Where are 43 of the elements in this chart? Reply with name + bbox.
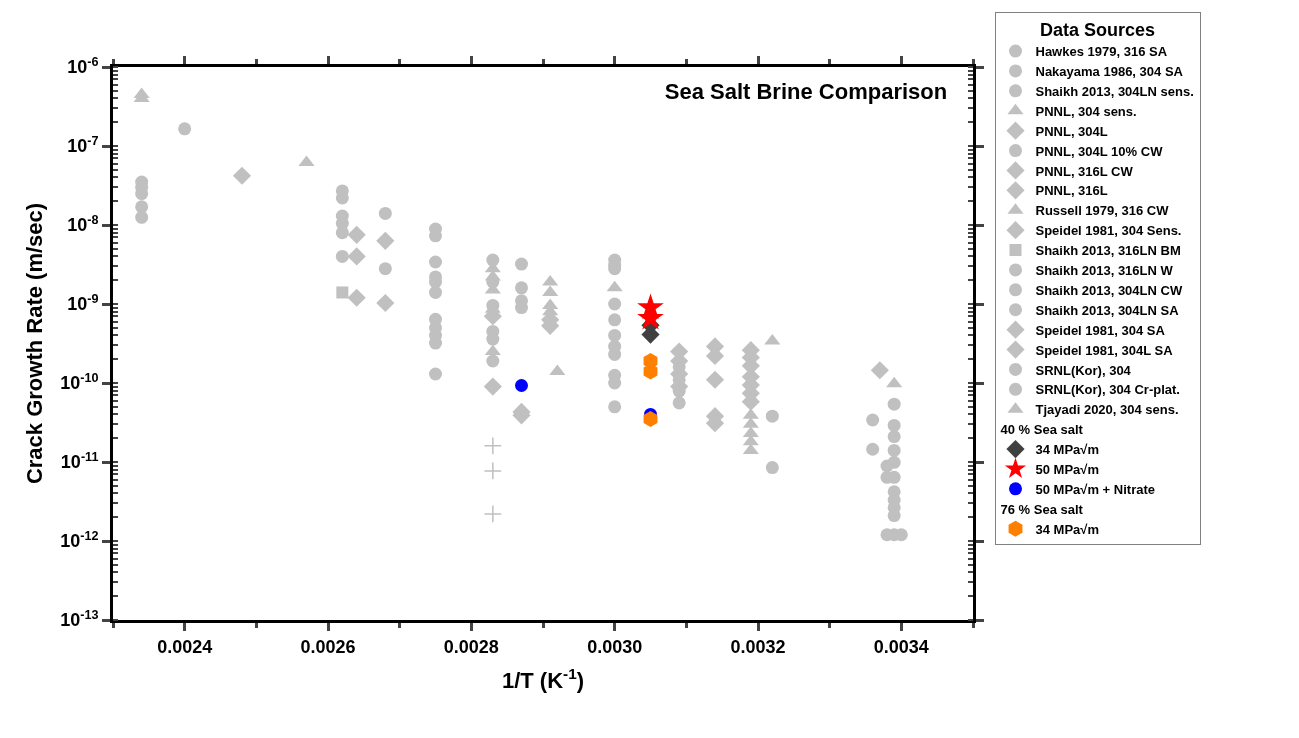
legend-label: SRNL(Kor), 304 Cr-plat. — [1035, 382, 1180, 398]
legend-label: Hawkes 1979, 316 SA — [1035, 44, 1168, 60]
legend-label: Speidel 1981, 304 Sens. — [1035, 223, 1182, 239]
legend-label: SRNL(Kor), 304 — [1035, 362, 1132, 378]
y-tick-label: 10$^{-9}$ — [67, 291, 99, 315]
x-tick-label: 0.0028 — [443, 636, 499, 657]
legend-label: Shaikh 2013, 304LN CW — [1035, 282, 1183, 298]
legend-title: Data Sources — [1039, 20, 1156, 41]
legend-label: Shaikh 2013, 316LN W — [1035, 263, 1174, 279]
legend-label: Tjayadi 2020, 304 sens. — [1035, 402, 1179, 418]
x-tick-label: 0.0034 — [873, 636, 929, 657]
text: Sea Salt Brine Comparison — [664, 78, 948, 104]
y-tick-label: 10$^{-11}$ — [60, 449, 99, 473]
y-tick-label: 10$^{-7}$ — [67, 133, 99, 157]
legend-label: Shaikh 2013, 304LN SA — [1035, 302, 1180, 318]
x-tick-label: 0.0032 — [730, 636, 786, 657]
x-tick-label: 0.0024 — [157, 636, 213, 657]
y-tick-label: 10$^{-12}$ — [60, 528, 99, 552]
legend-label: Nakayama 1986, 304 SA — [1035, 64, 1184, 80]
legend-label: 50 MPa√m + Nitrate — [1035, 481, 1155, 497]
legend-label: Speidel 1981, 304L SA — [1035, 342, 1174, 358]
legend-label: PNNL, 316L — [1035, 183, 1108, 199]
legend-label: Speidel 1981, 304 SA — [1035, 322, 1166, 338]
x-tick-label: 0.0026 — [300, 636, 356, 657]
legend-label: 34 MPa√m — [1035, 521, 1099, 537]
legend-label: 50 MPa√m — [1035, 462, 1099, 478]
text: 76 % Sea salt — [1000, 501, 1084, 517]
legend-label: Russell 1979, 316 CW — [1035, 203, 1170, 219]
x-axis-title: 1/T (K$^{-1}$) — [501, 665, 585, 694]
legend-label: Shaikh 2013, 304LN sens. — [1035, 83, 1194, 99]
legend-label: Shaikh 2013, 316LN BM — [1035, 243, 1181, 259]
y-axis-title: Crack Growth Rate (m/sec) — [21, 202, 47, 485]
y-tick-label: 10$^{-13}$ — [60, 607, 99, 631]
y-tick-label: 10$^{-6}$ — [67, 54, 99, 78]
y-tick-label: 10$^{-10}$ — [60, 370, 99, 394]
y-tick-label: 10$^{-8}$ — [67, 212, 99, 236]
legend-label: 34 MPa√m — [1035, 442, 1099, 458]
legend-label: PNNL, 304L 10% CW — [1035, 143, 1164, 159]
legend-label: PNNL, 304L — [1035, 123, 1108, 139]
text: 40 % Sea salt — [1000, 422, 1084, 438]
x-tick-label: 0.0030 — [587, 636, 643, 657]
legend-label: PNNL, 316L CW — [1035, 163, 1134, 179]
legend-label: PNNL, 304 sens. — [1035, 103, 1137, 119]
